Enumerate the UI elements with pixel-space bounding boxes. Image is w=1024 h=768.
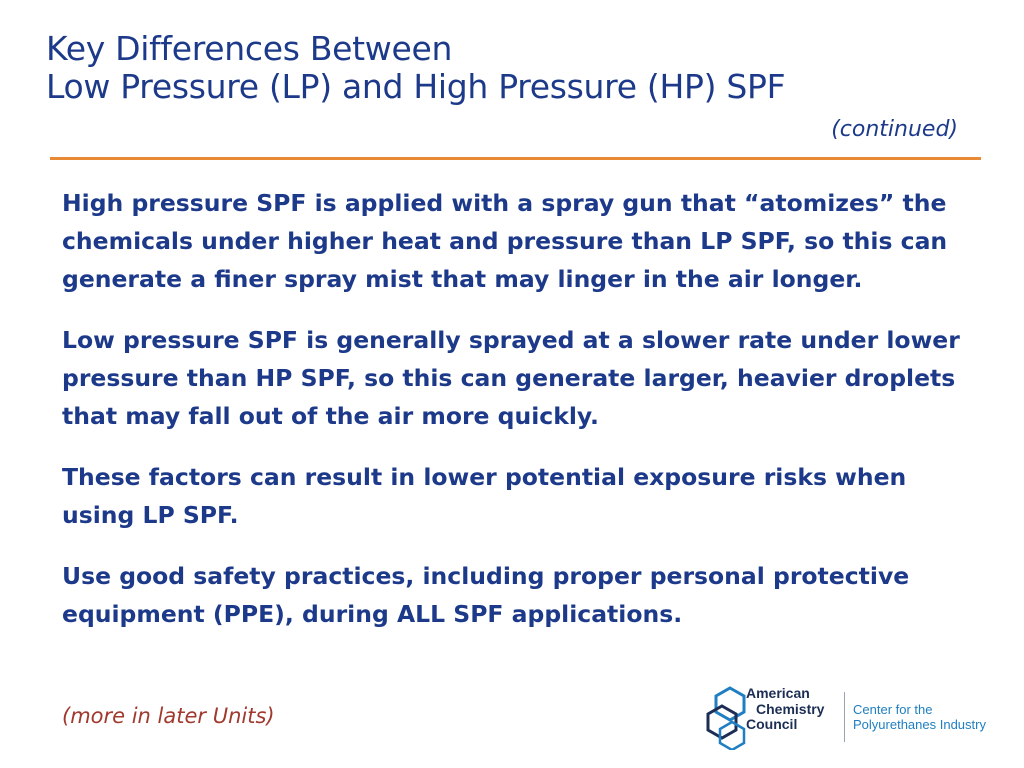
acc-hexagon-logo-icon <box>706 686 746 750</box>
more-in-later-units-note: (more in later Units) <box>62 704 275 728</box>
acc-wordmark: American Chemistry Council <box>746 685 825 733</box>
paragraph-high-pressure: High pressure SPF is applied with a spra… <box>62 189 948 293</box>
acc-line-2: Chemistry <box>756 700 825 717</box>
cpi-line-1: Center for the <box>853 702 933 717</box>
continued-label: (continued) <box>831 117 958 142</box>
acc-line-3: Council <box>746 716 798 732</box>
paragraph-exposure-risk: These factors can result in lower potent… <box>62 463 907 529</box>
acc-cpi-logo: American Chemistry Council Center for th… <box>706 684 1006 754</box>
title-divider <box>50 157 981 160</box>
slide-body: High pressure SPF is applied with a spra… <box>62 184 982 656</box>
paragraph-safety: Use good safety practices, including pro… <box>62 562 910 628</box>
acc-line-1: American <box>746 685 810 701</box>
logo-divider <box>844 692 845 742</box>
slide-title: Key Differences Between Low Pressure (LP… <box>46 29 786 106</box>
paragraph-low-pressure: Low pressure SPF is generally sprayed at… <box>62 326 960 430</box>
cpi-wordmark: Center for the Polyurethanes Industry <box>853 702 986 732</box>
slide-title-line-1: Key Differences Between <box>46 29 453 68</box>
cpi-line-2: Polyurethanes Industry <box>853 717 986 732</box>
slide-title-line-2: Low Pressure (LP) and High Pressure (HP)… <box>46 67 786 106</box>
